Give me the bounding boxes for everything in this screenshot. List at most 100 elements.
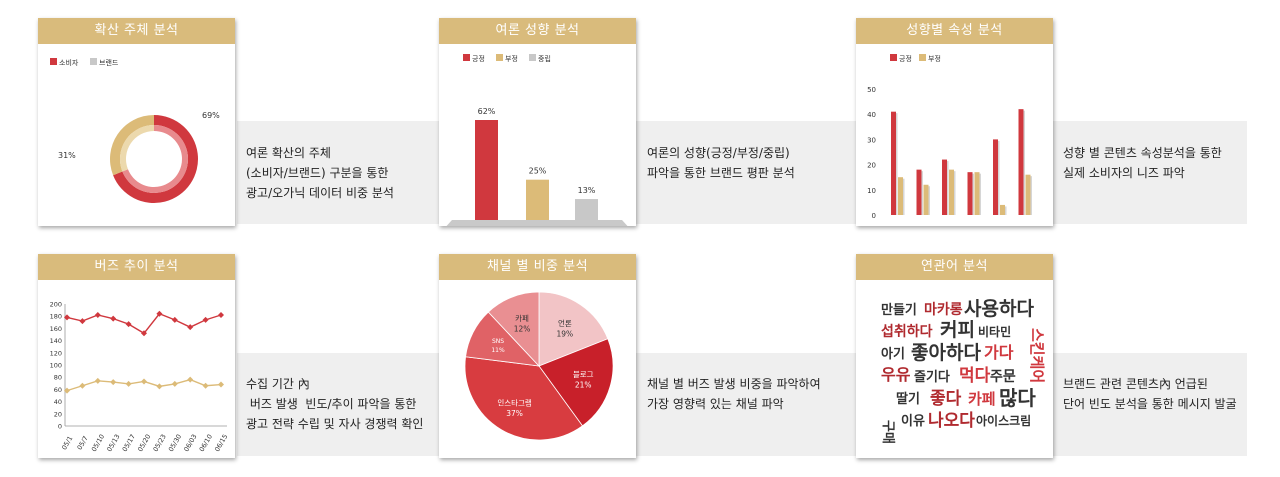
- word-cloud-word: 이유: [901, 413, 925, 429]
- description-line: 여론의 성향(긍정/부정/중립): [647, 146, 790, 160]
- description-line: 광고 전략 수립 및 자사 경쟁력 확인: [246, 417, 424, 431]
- donut-chart: 소비자 브랜드 31% 69%: [50, 58, 220, 203]
- panel-opinion-tendency: 여론 성향 분석 긍정 부정 중립 62% 25% 13%: [439, 18, 636, 226]
- data-point: [110, 379, 117, 386]
- bar: [1025, 174, 1031, 215]
- data-point: [125, 380, 132, 387]
- bar: [949, 169, 954, 215]
- word-cloud-word: 좋아하다: [911, 342, 981, 364]
- bar: [967, 172, 973, 215]
- word-cloud-word: 커피: [940, 319, 975, 341]
- bar: [974, 172, 980, 215]
- description-line: 광고/오가닉 데이터 비중 분석: [246, 186, 394, 200]
- word-cloud-word: 아기: [881, 346, 905, 362]
- data-label: 62%: [478, 107, 496, 116]
- panel-channel-share: 채널 별 비중 분석 언론 19% 블로그 21% 인스타그램 37% SNS 11% 카페 12…: [439, 254, 636, 458]
- data-label: 31%: [58, 151, 76, 160]
- word-cloud-word: 섭취하다: [881, 323, 933, 340]
- panel-related-words: 연관어 분석 만들기 마카롱 사용하다 섭취하다 커피 비타민 스킨케어 아기 좋아하다 가다 우유…: [856, 254, 1053, 458]
- background-band-1: [237, 121, 1247, 224]
- x-tick-label: 05/23: [152, 433, 168, 453]
- word-cloud-word: 우유: [881, 365, 911, 384]
- data-point: [110, 315, 117, 322]
- panel-description: 수집 기간 內 버즈 발생 빈도/추이 파악을 통한 광고 전략 수립 및 자사…: [246, 374, 423, 434]
- y-tick-label: 40: [867, 111, 876, 119]
- legend-swatch: [919, 54, 926, 61]
- legend-swatch: [90, 58, 97, 65]
- word-cloud-word: 좋다: [930, 389, 962, 409]
- word-cloud-word: 가다: [984, 343, 1014, 362]
- x-tick-label: 06/15: [213, 433, 229, 453]
- data-point: [94, 311, 101, 318]
- panel-title: 연관어 분석: [856, 254, 1053, 280]
- bar: [916, 169, 922, 215]
- bar: [891, 111, 896, 215]
- x-tick-label: 브랜드: [887, 225, 907, 226]
- data-point: [218, 381, 224, 388]
- slice-value-label: 12%: [514, 325, 531, 334]
- chart-floor: [446, 220, 628, 226]
- slice-category-label: 언론: [558, 318, 572, 328]
- description-line: 여론 확산의 주체: [246, 146, 331, 160]
- word-cloud-word: 스킨케어: [1028, 328, 1046, 383]
- y-tick-label: 10: [867, 187, 876, 195]
- x-tick-label: 06/10: [198, 433, 214, 453]
- pie-slice: [538, 338, 614, 427]
- legend-swatch: [890, 54, 897, 61]
- panel-description: 여론의 성향(긍정/부정/중립) 파악을 통한 브랜드 평판 분석: [647, 143, 795, 183]
- data-label: 13%: [578, 186, 596, 195]
- slice-category-label: 인스타그램: [497, 397, 532, 407]
- x-tick-label: 05/13: [105, 433, 121, 453]
- panel-description: 여론 확산의 주체 (소비자/브랜드) 구분을 통한 광고/오가닉 데이터 비중…: [246, 143, 394, 203]
- pie-slice: [464, 356, 584, 441]
- word-cloud-word: 비타민: [978, 324, 1011, 339]
- y-tick-label: 80: [54, 374, 62, 382]
- description-line: 단어 빈도 분석을 통한 메시지 발굴: [1063, 397, 1237, 411]
- word-cloud-word: 만들기: [881, 302, 917, 318]
- word-cloud-word: 많다: [999, 386, 1036, 410]
- data-point: [171, 380, 178, 387]
- pie-slice: [538, 291, 609, 367]
- word-cloud-word: 마카롱: [924, 302, 963, 318]
- panel-description: 성향 별 콘텐츠 속성분석을 통한 실제 소비자의 니즈 파악: [1063, 143, 1222, 183]
- y-tick-label: 160: [50, 325, 62, 333]
- bar: [1018, 109, 1024, 215]
- line-chart: 0 20 40 60 80 100 120 140 160 180 200 05/1 05/7 05/10…: [50, 301, 230, 454]
- data-point: [202, 382, 209, 389]
- legend-label: 소비자: [59, 58, 79, 67]
- description-line: (소비자/브랜드) 구분을 통한: [246, 166, 389, 180]
- y-tick-label: 20: [54, 410, 62, 418]
- bar: [575, 199, 598, 220]
- y-tick-label: 30: [867, 136, 876, 144]
- x-tick-label: 05/20: [136, 433, 152, 453]
- y-tick-label: 20: [867, 162, 876, 170]
- data-point: [79, 382, 86, 389]
- slice-value-label: 37%: [506, 409, 523, 418]
- y-tick-label: 180: [50, 313, 62, 321]
- y-tick-label: 120: [50, 349, 62, 357]
- x-tick-label: 05/7: [76, 435, 90, 452]
- y-tick-label: 0: [58, 423, 62, 431]
- word-cloud-word: 아이스크림: [976, 413, 1031, 428]
- panel-buzz-trend: 버즈 추이 분석 0 20 40 60 80 100 120 140 160 180 200 05/1…: [38, 254, 235, 458]
- description-line: 실제 소비자의 니즈 파악: [1063, 166, 1185, 180]
- panel-attribute-by-tendency: 성향별 속성 분석 긍정부정01020304050브랜드광고디자인효능신선도맛: [856, 18, 1053, 226]
- y-tick-label: 60: [54, 386, 62, 394]
- word-cloud-word: 주문: [990, 369, 1016, 385]
- panel-title: 채널 별 비중 분석: [439, 254, 636, 280]
- data-point: [156, 310, 163, 317]
- word-cloud-word: 구매: [880, 420, 895, 444]
- donut-segment-outer: [110, 115, 154, 176]
- x-tick-label: 05/17: [121, 433, 137, 453]
- bar: [993, 139, 998, 215]
- bar: [942, 159, 947, 215]
- data-point: [64, 387, 70, 394]
- x-tick-label: 05/30: [167, 433, 183, 453]
- panel-title: 확산 주체 분석: [38, 18, 235, 44]
- slice-value-label: 19%: [557, 329, 574, 338]
- legend-label: 긍정: [472, 54, 485, 63]
- bar: [1000, 204, 1005, 215]
- description-line: 브랜드 관련 콘텐츠內 언급된: [1063, 377, 1208, 391]
- bar: [898, 177, 903, 215]
